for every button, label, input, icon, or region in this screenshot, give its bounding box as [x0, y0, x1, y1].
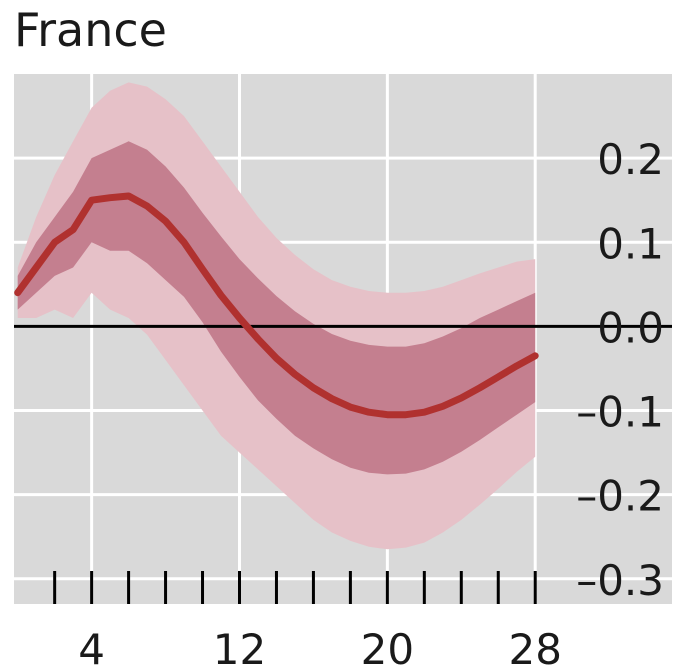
series-line-layer: [14, 192, 539, 419]
x-axis-ticks: [53, 571, 537, 604]
x-tick-label: 20: [361, 625, 414, 671]
inner-confidence-band: [17, 141, 536, 475]
chart-title: France: [14, 3, 167, 57]
y-axis-tick-labels: 0.2 0.1 0.0 –0.1 –0.2 –0.3: [576, 135, 664, 605]
series-line: [14, 192, 539, 419]
x-tick-label: 4: [78, 625, 105, 671]
x-tick-label: 12: [213, 625, 266, 671]
x-axis-tick-labels: 4 12 20 28: [78, 625, 562, 671]
y-tick-label: 0.2: [597, 135, 664, 184]
y-tick-label: 0.1: [597, 219, 664, 268]
confidence-bands: [17, 82, 536, 550]
y-tick-label: –0.3: [576, 556, 664, 605]
y-tick-label: –0.1: [576, 388, 664, 437]
x-tick-label: 28: [508, 625, 561, 671]
y-tick-label: –0.2: [576, 472, 664, 521]
y-tick-label: 0.0: [597, 303, 664, 352]
